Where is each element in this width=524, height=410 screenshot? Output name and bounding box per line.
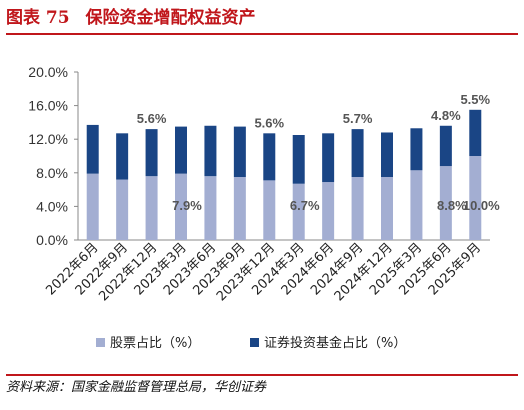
bar-stock-share (86, 173, 99, 240)
bar-stock-share (469, 156, 482, 240)
bar-fund-share (86, 124, 99, 174)
bar-stock-share (116, 179, 129, 240)
y-tick-label: 12.0% (28, 131, 68, 147)
bar-stock-share (263, 180, 276, 240)
legend-swatch-stock (96, 338, 105, 347)
bar-fund-share (410, 128, 423, 171)
y-tick-label: 0.0% (36, 232, 68, 248)
bar-fund-share (175, 126, 187, 174)
bar-stock-share (233, 177, 246, 240)
stacked-bar-chart: 0.0%4.0%8.0%12.0%16.0%20.0%2022年6月2022年9… (28, 64, 500, 351)
bar-stock-share (381, 177, 393, 240)
bar-fund-share (233, 126, 246, 177)
legend-swatch-fund (250, 338, 259, 347)
bar-stock-share (439, 166, 452, 240)
legend-label-stock: 股票占比（%） (110, 336, 200, 351)
data-label: 4.8% (431, 108, 461, 123)
bar-stock-share (292, 183, 305, 240)
y-tick-label: 16.0% (28, 98, 68, 114)
bar-fund-share (292, 135, 305, 184)
figure-label: 图表 75 (6, 8, 70, 28)
y-tick-label: 4.0% (36, 198, 68, 214)
footer-divider (6, 374, 518, 376)
y-tick-label: 20.0% (28, 64, 68, 80)
bar-fund-share (381, 132, 393, 177)
figure-title: 图表 75 保险资金增配权益资产 (6, 4, 518, 32)
bar-fund-share (145, 129, 158, 177)
legend-label-fund: 证券投资基金占比（%） (264, 335, 406, 351)
bar-stock-share (351, 177, 364, 240)
bar-stock-share (322, 182, 335, 240)
bar-stock-share (145, 176, 158, 240)
data-label: 5.7% (343, 111, 373, 126)
bar-fund-share (351, 129, 364, 177)
title-divider (6, 33, 518, 35)
source-note: 资料来源：国家金融监督管理总局，华创证券 (6, 380, 267, 395)
bar-fund-share (116, 133, 129, 180)
bar-fund-share (322, 133, 335, 183)
data-label: 8.8% (437, 198, 467, 213)
y-tick-label: 8.0% (36, 165, 68, 181)
bar-stock-share (204, 176, 217, 240)
figure-title-text: 保险资金增配权益资产 (85, 8, 256, 28)
bar-fund-share (204, 125, 217, 177)
bar-fund-share (263, 133, 276, 181)
data-label: 6.7% (290, 198, 320, 213)
data-label: 5.6% (137, 111, 167, 126)
bar-fund-share (439, 125, 452, 167)
data-label: 5.6% (254, 115, 284, 130)
bar-stock-share (410, 170, 423, 240)
bar-stock-share (175, 173, 187, 240)
bar-fund-share (469, 109, 482, 156)
data-label: 7.9% (172, 198, 202, 213)
data-label: 10.0% (463, 198, 500, 213)
data-label: 5.5% (460, 92, 490, 107)
